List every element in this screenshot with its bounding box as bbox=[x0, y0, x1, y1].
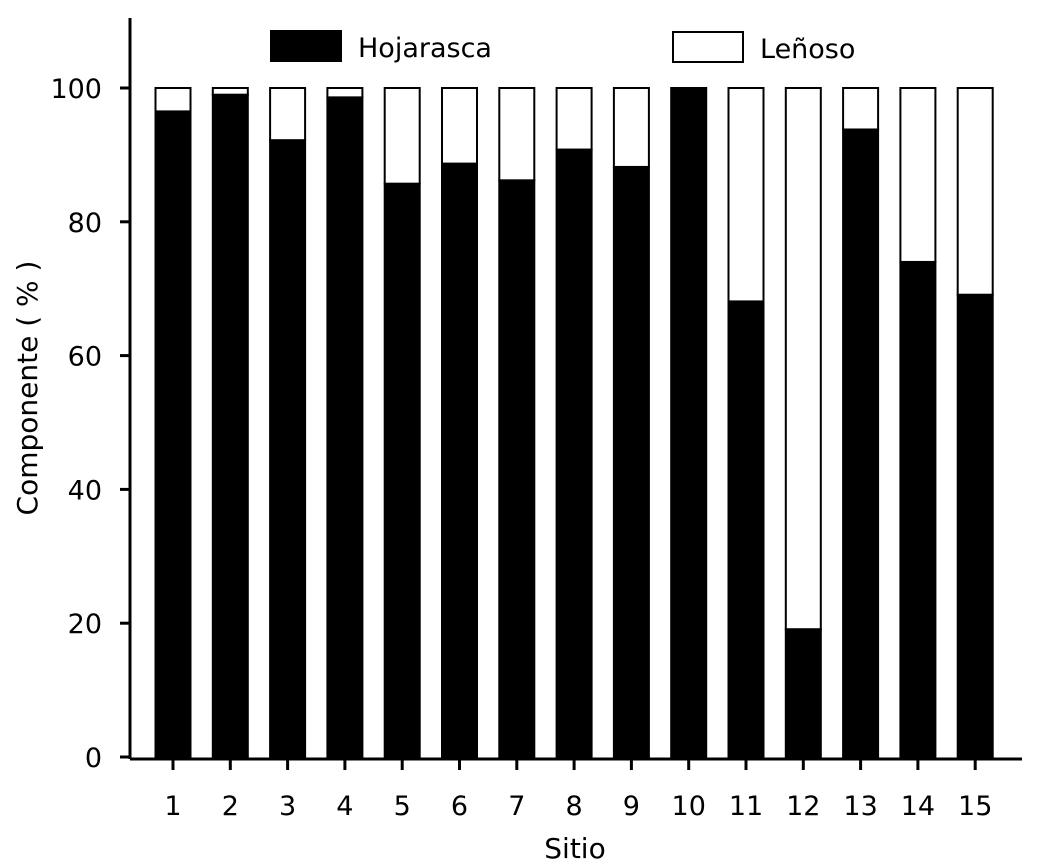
y-tick-label-20: 20 bbox=[68, 609, 102, 640]
x-tick-label-11: 11 bbox=[729, 791, 763, 822]
legend-swatch-hojarasca bbox=[270, 30, 342, 62]
legend-label-hojarasca: Hojarasca bbox=[358, 33, 492, 64]
bar-lenoso-sitio-14 bbox=[899, 87, 937, 263]
axes-layer bbox=[128, 18, 1022, 761]
bar-lenoso-sitio-9 bbox=[612, 87, 650, 168]
x-tick-label-3: 3 bbox=[279, 791, 296, 822]
bar-hojarasca-sitio-1 bbox=[154, 110, 192, 759]
x-ticks-layer: 1 2 3 4 5 6 7 8 9 10 11 12 13 14 15 bbox=[164, 759, 992, 822]
x-tick-label-14: 14 bbox=[901, 791, 935, 822]
legend: Hojarasca Leñoso bbox=[270, 30, 855, 65]
x-tick-label-13: 13 bbox=[843, 791, 877, 822]
x-tick-label-4: 4 bbox=[336, 791, 353, 822]
bar-hojarasca-sitio-12 bbox=[784, 628, 822, 758]
x-axis-title: Sitio bbox=[544, 832, 605, 865]
bar-hojarasca-sitio-5 bbox=[383, 182, 421, 759]
y-axis-title: Componente ( % ) bbox=[11, 261, 44, 516]
bar-hojarasca-sitio-15 bbox=[956, 293, 994, 758]
x-tick-label-1: 1 bbox=[164, 791, 181, 822]
x-tick-label-9: 9 bbox=[623, 791, 640, 822]
bar-lenoso-sitio-8 bbox=[555, 87, 593, 151]
x-tick-label-10: 10 bbox=[672, 791, 706, 822]
x-tick-label-5: 5 bbox=[394, 791, 411, 822]
x-tick-label-7: 7 bbox=[508, 791, 525, 822]
x-tick-label-15: 15 bbox=[958, 791, 992, 822]
x-tick-label-12: 12 bbox=[786, 791, 820, 822]
bar-hojarasca-sitio-2 bbox=[211, 93, 249, 758]
bar-hojarasca-sitio-11 bbox=[727, 300, 765, 758]
bar-lenoso-sitio-15 bbox=[956, 87, 994, 296]
bar-lenoso-sitio-2 bbox=[211, 87, 249, 96]
legend-swatch-lenoso bbox=[672, 31, 744, 63]
bar-lenoso-sitio-6 bbox=[441, 87, 478, 165]
x-tick-label-6: 6 bbox=[451, 791, 468, 822]
bar-hojarasca-sitio-4 bbox=[326, 96, 364, 759]
x-tick-label-2: 2 bbox=[222, 791, 239, 822]
legend-label-lenoso: Leñoso bbox=[760, 34, 855, 65]
y-tick-label-60: 60 bbox=[68, 342, 102, 373]
bar-lenoso-sitio-5 bbox=[383, 87, 421, 185]
bar-hojarasca-sitio-9 bbox=[612, 165, 650, 758]
bar-hojarasca-sitio-8 bbox=[555, 148, 593, 759]
bar-hojarasca-sitio-7 bbox=[498, 179, 536, 758]
bar-hojarasca-sitio-13 bbox=[842, 128, 880, 759]
y-tick-label-0: 0 bbox=[85, 743, 102, 774]
bar-lenoso-sitio-12 bbox=[784, 87, 822, 631]
y-tick-label-40: 40 bbox=[68, 475, 102, 506]
y-ticks-layer: 0 20 40 60 80 100 bbox=[50, 74, 130, 774]
bar-hojarasca-sitio-10 bbox=[670, 87, 708, 758]
bar-hojarasca-sitio-14 bbox=[899, 260, 937, 758]
bar-lenoso-sitio-11 bbox=[727, 87, 765, 303]
bars-layer bbox=[154, 87, 994, 759]
x-tick-label-8: 8 bbox=[566, 791, 583, 822]
y-tick-label-80: 80 bbox=[68, 208, 102, 239]
bar-hojarasca-sitio-6 bbox=[441, 162, 478, 759]
bar-lenoso-sitio-3 bbox=[269, 87, 307, 142]
bar-lenoso-sitio-4 bbox=[326, 87, 364, 99]
bar-lenoso-sitio-7 bbox=[498, 87, 536, 182]
bar-hojarasca-sitio-3 bbox=[269, 139, 307, 758]
bar-lenoso-sitio-1 bbox=[154, 87, 192, 113]
y-tick-label-100: 100 bbox=[50, 74, 102, 105]
bar-lenoso-sitio-13 bbox=[842, 87, 880, 131]
